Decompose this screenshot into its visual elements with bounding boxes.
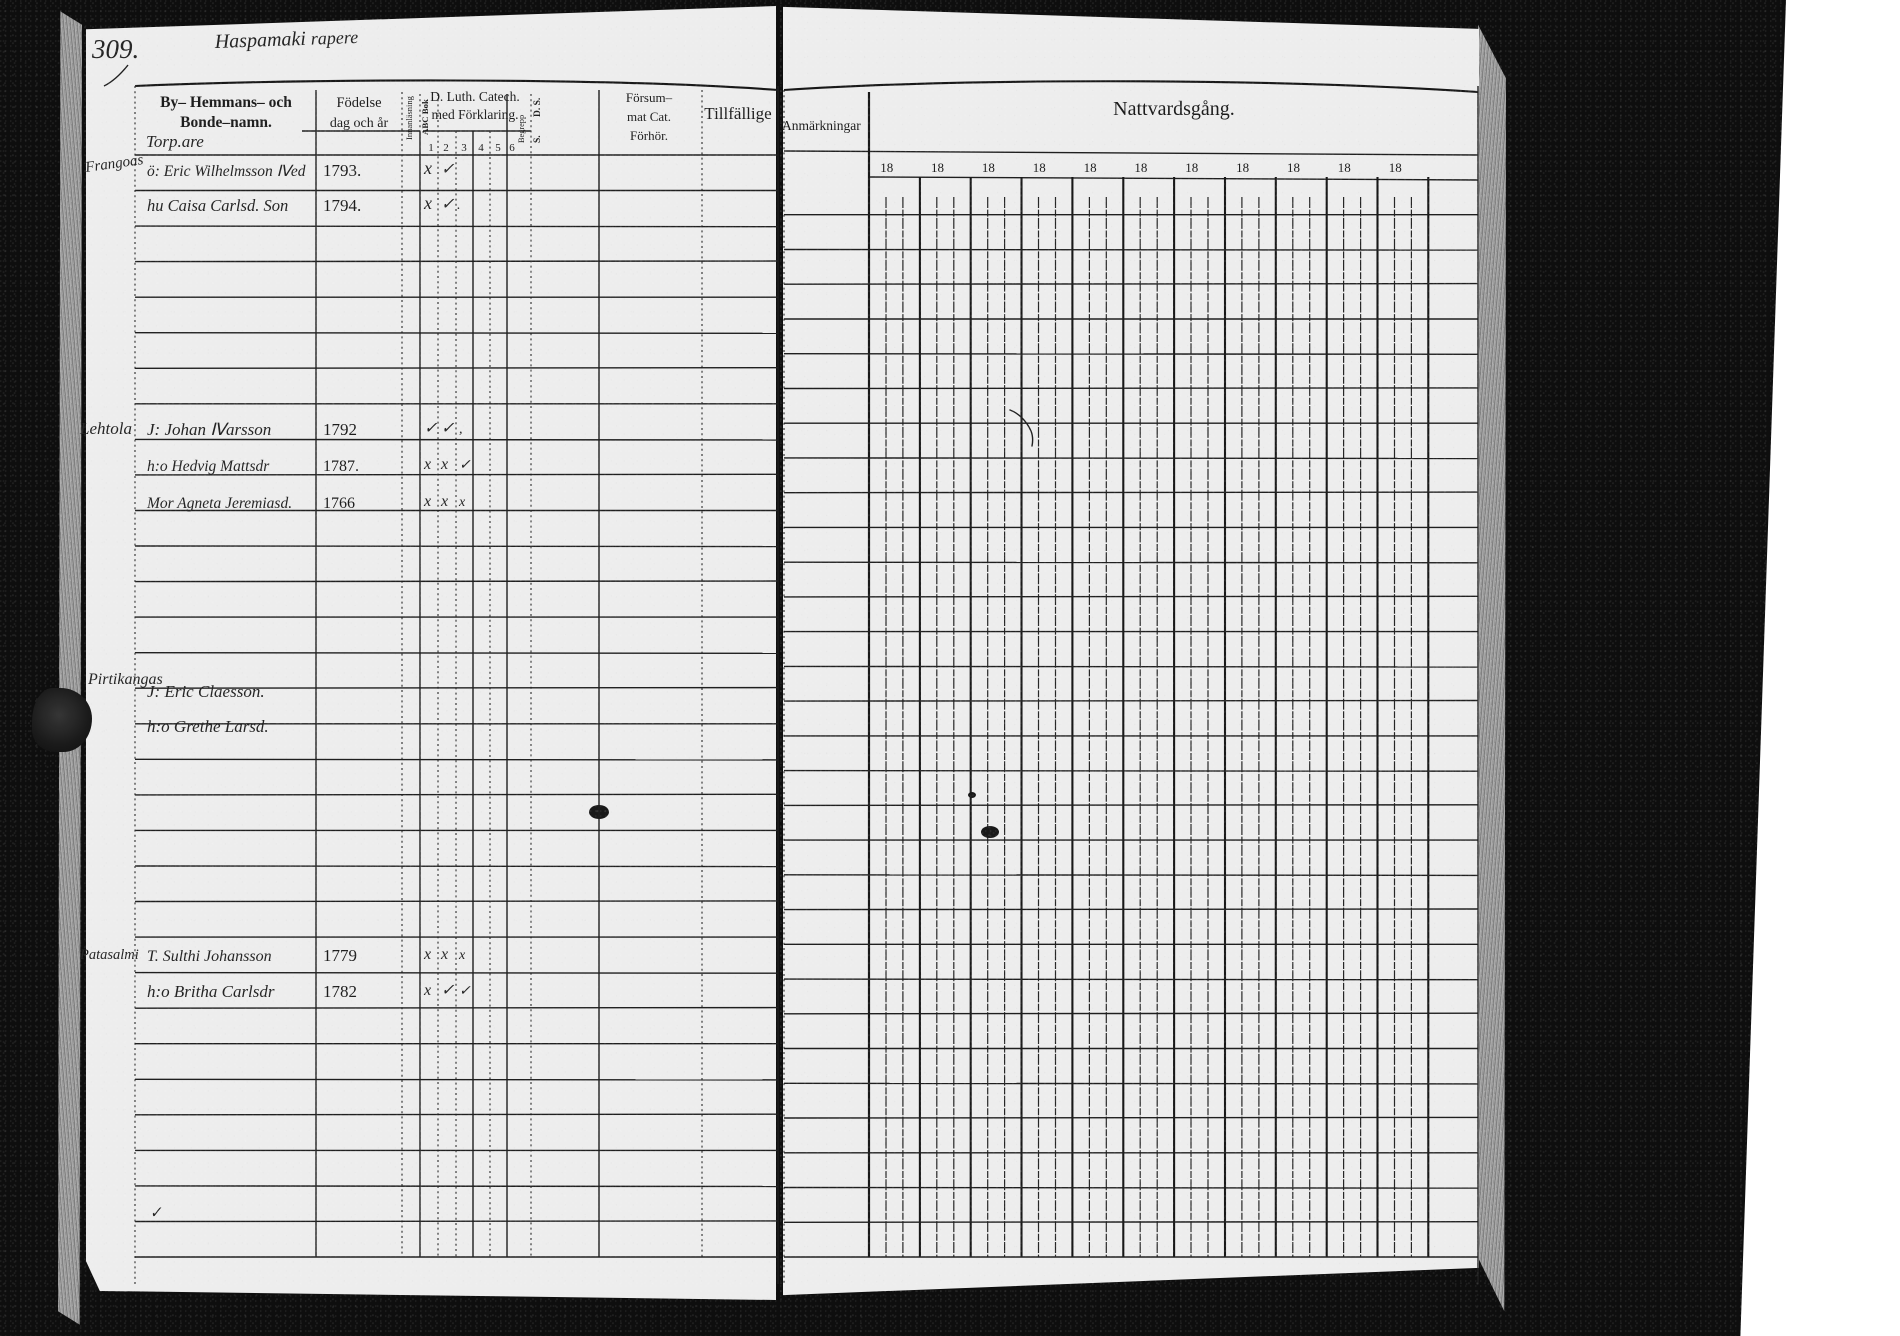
svg-text:18: 18 <box>1287 160 1300 175</box>
svg-text:Anmärkningar: Anmärkningar <box>782 118 861 133</box>
svg-text:18: 18 <box>1033 160 1046 175</box>
svg-text:18: 18 <box>1134 160 1147 175</box>
svg-text:18: 18 <box>1236 160 1249 175</box>
svg-text:18: 18 <box>1185 160 1198 175</box>
svg-text:18: 18 <box>1084 160 1097 175</box>
svg-text:18: 18 <box>880 160 893 175</box>
svg-text:18: 18 <box>931 160 944 175</box>
svg-text:18: 18 <box>982 160 995 175</box>
svg-text:18: 18 <box>1338 160 1351 175</box>
svg-text:Nattvardsgång.: Nattvardsgång. <box>1113 98 1235 120</box>
svg-text:18: 18 <box>1389 160 1402 175</box>
